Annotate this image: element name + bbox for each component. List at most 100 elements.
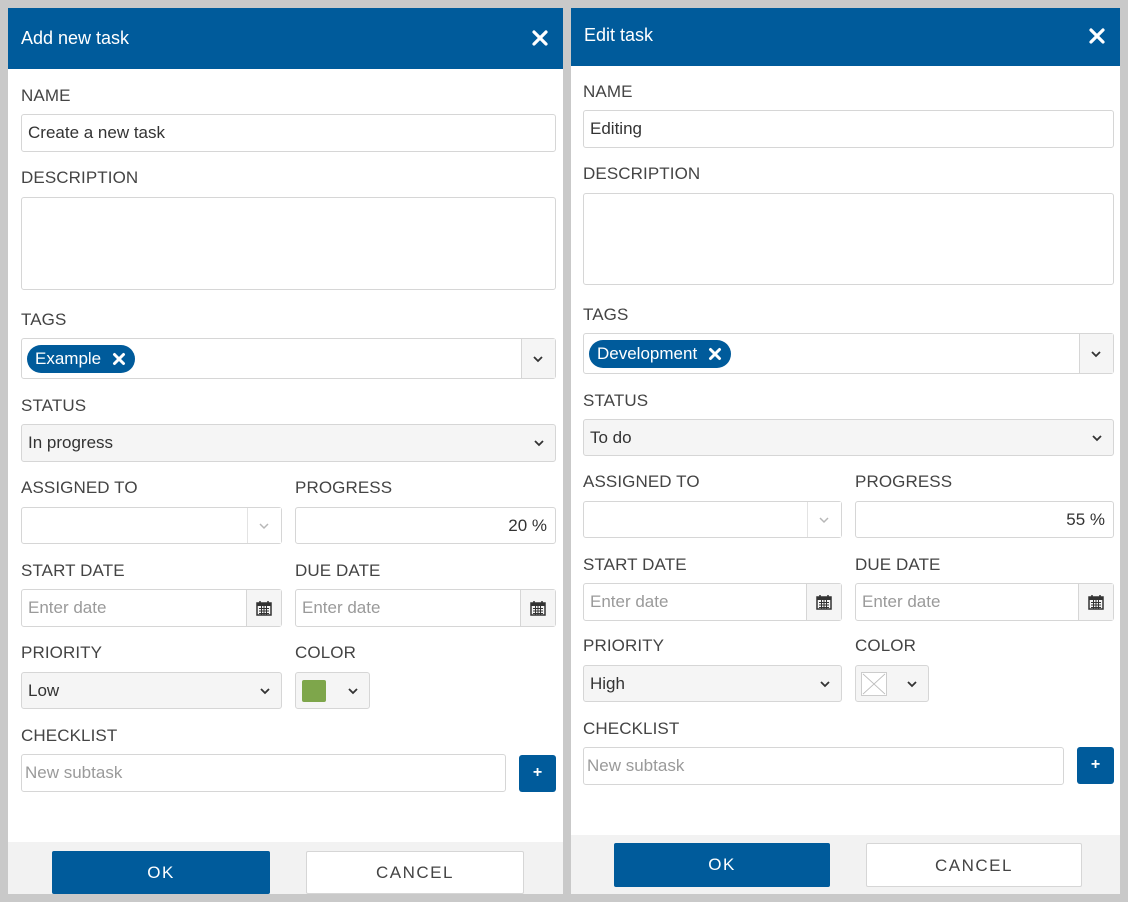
calendar-icon — [1088, 595, 1104, 610]
status-select[interactable]: To do — [583, 419, 1114, 456]
due-date-picker-button[interactable] — [1078, 584, 1113, 620]
description-textarea[interactable] — [583, 193, 1114, 285]
calendar-icon — [256, 601, 272, 616]
cancel-button[interactable]: CANCEL — [866, 843, 1082, 887]
due-date-input[interactable]: Enter date — [295, 589, 556, 627]
name-input[interactable]: Create a new task — [21, 114, 556, 152]
cancel-button[interactable]: CANCEL — [306, 851, 524, 894]
priority-select[interactable]: High — [583, 665, 842, 702]
start-date-placeholder: Enter date — [590, 592, 669, 611]
assigned-dropdown-button[interactable] — [807, 502, 841, 537]
tag-chip-label: Example — [35, 348, 102, 368]
tag-chip: Development — [589, 339, 732, 368]
assigned-to-label: ASSIGNED TO — [583, 472, 700, 491]
priority-value: Low — [28, 680, 60, 700]
start-date-picker-button[interactable] — [246, 590, 281, 626]
dialog-footer: OK CANCEL — [8, 842, 563, 894]
subtask-placeholder: New subtask — [25, 763, 123, 782]
description-textarea[interactable] — [21, 197, 556, 290]
tag-chip: Example — [27, 344, 136, 373]
checklist-label: CHECKLIST — [21, 726, 118, 745]
start-date-input[interactable]: Enter date — [21, 589, 282, 627]
ok-button[interactable]: OK — [52, 851, 270, 894]
due-date-placeholder: Enter date — [302, 598, 381, 617]
calendar-icon — [816, 595, 832, 610]
tags-select[interactable]: Example — [21, 338, 556, 379]
progress-value: 20 % — [508, 515, 547, 535]
assigned-to-label: ASSIGNED TO — [21, 478, 138, 497]
status-label: STATUS — [21, 396, 87, 415]
add-subtask-button[interactable]: + — [519, 755, 556, 792]
progress-value: 55 % — [1066, 509, 1105, 529]
due-date-input[interactable]: Enter date — [855, 583, 1114, 621]
dialog-header: Add new task — [8, 8, 563, 69]
due-date-placeholder: Enter date — [862, 592, 941, 611]
dialog-title: Add new task — [21, 28, 130, 48]
subtask-placeholder: New subtask — [587, 756, 685, 775]
priority-value: High — [590, 673, 625, 693]
name-label: NAME — [583, 82, 633, 101]
no-color-swatch — [861, 671, 887, 696]
assigned-to-select[interactable] — [583, 501, 842, 538]
tag-chip-label: Development — [597, 343, 698, 363]
close-icon[interactable] — [531, 29, 549, 47]
description-label: DESCRIPTION — [583, 164, 701, 183]
status-label: STATUS — [583, 391, 649, 410]
start-date-picker-button[interactable] — [806, 584, 841, 620]
subtask-input[interactable]: New subtask — [21, 754, 506, 792]
tag-remove-icon[interactable] — [708, 347, 722, 361]
tags-select[interactable]: Development — [583, 333, 1114, 374]
subtask-input[interactable]: New subtask — [583, 747, 1064, 785]
due-date-label: DUE DATE — [855, 555, 941, 574]
start-date-label: START DATE — [583, 555, 687, 574]
chevron-down-icon — [259, 522, 269, 529]
name-value: Editing — [590, 119, 642, 138]
start-date-placeholder: Enter date — [28, 598, 107, 617]
chevron-down-icon — [819, 516, 829, 523]
name-input[interactable]: Editing — [583, 110, 1114, 148]
due-date-label: DUE DATE — [295, 561, 381, 580]
close-icon[interactable] — [1088, 27, 1106, 45]
progress-input[interactable]: 55 % — [855, 501, 1114, 538]
calendar-icon — [530, 601, 546, 616]
dialog-footer: OK CANCEL — [571, 835, 1120, 894]
progress-label: PROGRESS — [855, 472, 953, 491]
progress-input[interactable]: 20 % — [295, 507, 556, 544]
color-label: COLOR — [295, 643, 356, 662]
ok-button[interactable]: OK — [614, 843, 830, 887]
color-picker[interactable] — [295, 672, 370, 709]
priority-select[interactable]: Low — [21, 672, 282, 709]
priority-label: PRIORITY — [21, 643, 103, 662]
checklist-label: CHECKLIST — [583, 719, 680, 738]
priority-label: PRIORITY — [583, 636, 665, 655]
chevron-down-icon — [260, 687, 270, 694]
dialog-title: Edit task — [584, 25, 654, 45]
status-value: To do — [590, 427, 632, 447]
name-label: NAME — [21, 86, 71, 105]
start-date-label: START DATE — [21, 561, 125, 580]
color-label: COLOR — [855, 636, 916, 655]
tags-dropdown-button[interactable] — [521, 339, 555, 378]
edit-task-dialog: Edit task NAME Editing DESCRIPTION TAGS … — [571, 8, 1120, 894]
chevron-down-icon — [348, 687, 358, 694]
assigned-dropdown-button[interactable] — [247, 508, 281, 543]
dialog-header: Edit task — [571, 8, 1120, 66]
tag-remove-icon[interactable] — [112, 352, 126, 366]
tags-dropdown-button[interactable] — [1079, 334, 1113, 373]
add-task-dialog: Add new task NAME Create a new task DESC… — [8, 8, 563, 894]
status-select[interactable]: In progress — [21, 424, 556, 462]
chevron-down-icon — [1091, 350, 1101, 357]
color-swatch — [302, 679, 326, 702]
status-value: In progress — [28, 433, 114, 452]
assigned-to-select[interactable] — [21, 507, 282, 544]
color-picker[interactable] — [855, 665, 929, 702]
due-date-picker-button[interactable] — [520, 590, 555, 626]
name-value: Create a new task — [28, 123, 166, 142]
start-date-input[interactable]: Enter date — [583, 583, 842, 621]
chevron-down-icon — [534, 440, 544, 447]
chevron-down-icon — [907, 680, 917, 687]
tags-label: TAGS — [583, 305, 629, 324]
chevron-down-icon — [533, 355, 543, 362]
add-subtask-button[interactable]: + — [1077, 747, 1114, 784]
chevron-down-icon — [1092, 434, 1102, 441]
